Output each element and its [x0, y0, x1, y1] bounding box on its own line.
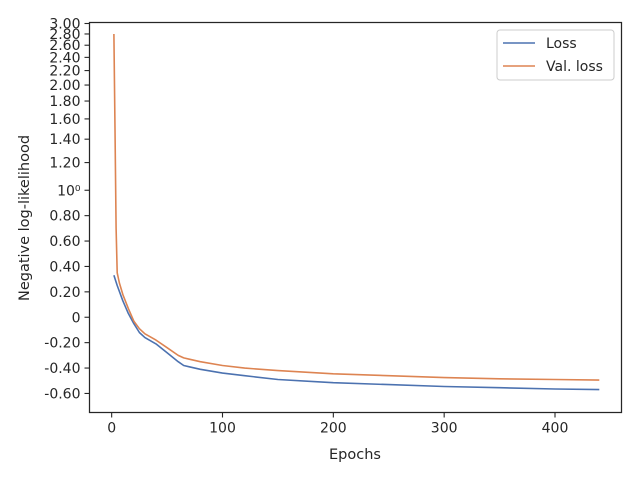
y-tick-label: 0.60 [49, 234, 80, 250]
y-tick-label: 1.20 [49, 156, 80, 172]
series-line-loss [113, 275, 600, 391]
y-tick-label: -0.60 [44, 386, 80, 402]
y-tick-label: 1.40 [49, 132, 80, 148]
y-tick-label: 0.20 [49, 285, 80, 301]
legend-label-val-loss: Val. loss [546, 59, 603, 75]
y-tick-label: 2.20 [49, 64, 80, 80]
y-tick-label: 2.80 [49, 27, 80, 43]
y-tick-label: 0.40 [49, 259, 80, 275]
y-tick-label: 2.40 [49, 50, 80, 66]
x-tick-label: 200 [320, 421, 347, 437]
x-tick-label: 100 [209, 421, 236, 437]
series-layer [113, 33, 600, 391]
y-tick-label: 1.80 [49, 94, 80, 110]
y-axis: -0.60 -0.40 -0.20 0 0.20 0.40 0.60 0.80 10⁰ 1.20 1… [44, 17, 90, 402]
series-line-val-loss [113, 33, 600, 381]
y-axis-label: Negative log-likelihood [17, 135, 33, 301]
y-tick-label: -0.40 [44, 361, 80, 377]
legend: Loss Val. loss [496, 29, 615, 81]
x-tick-label: 0 [107, 421, 116, 437]
y-tick-label: 10⁰ [57, 183, 81, 199]
plot-frame [88, 21, 623, 414]
y-tick-label: 0.80 [49, 209, 80, 225]
y-tick-label: 0 [72, 310, 81, 326]
x-axis: 0 100 200 300 400 [107, 412, 569, 437]
y-tick-label: 3.00 [49, 17, 80, 33]
x-tick-label: 300 [431, 421, 458, 437]
x-tick-label: 400 [542, 421, 569, 437]
y-tick-label: 1.60 [49, 112, 80, 128]
y-tick-label: 2.60 [49, 38, 80, 54]
x-axis-label: Epochs [329, 447, 381, 463]
y-tick-label: -0.20 [44, 336, 80, 352]
y-tick-label: 2.00 [49, 78, 80, 94]
legend-label-loss: Loss [546, 36, 577, 52]
